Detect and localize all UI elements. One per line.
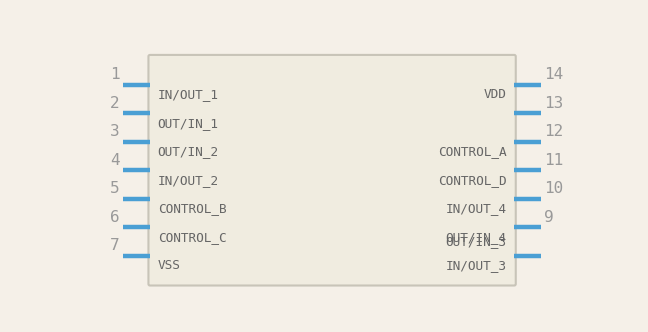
Text: 10: 10: [544, 181, 564, 196]
Text: IN/OUT_1: IN/OUT_1: [157, 88, 218, 101]
Text: IN/OUT_4: IN/OUT_4: [446, 202, 507, 215]
Text: VDD: VDD: [483, 88, 507, 101]
Text: IN/OUT_3: IN/OUT_3: [446, 259, 507, 272]
Text: 6: 6: [110, 209, 120, 225]
Text: 11: 11: [544, 153, 564, 168]
Text: OUT/IN_1: OUT/IN_1: [157, 117, 218, 130]
Text: 13: 13: [544, 96, 564, 111]
Text: 14: 14: [544, 67, 564, 82]
Text: 5: 5: [110, 181, 120, 196]
Text: OUT/IN_4: OUT/IN_4: [446, 230, 507, 244]
Text: VSS: VSS: [157, 259, 181, 272]
Text: OUT/IN_2: OUT/IN_2: [157, 145, 218, 158]
Text: CONTROL_A: CONTROL_A: [438, 145, 507, 158]
Text: CONTROL_D: CONTROL_D: [438, 174, 507, 187]
Text: 9: 9: [544, 209, 554, 225]
FancyBboxPatch shape: [148, 55, 516, 286]
Text: 3: 3: [110, 124, 120, 139]
Text: 1: 1: [110, 67, 120, 82]
Text: 4: 4: [110, 153, 120, 168]
Text: CONTROL_C: CONTROL_C: [157, 230, 226, 244]
Text: OUT/IN_3: OUT/IN_3: [446, 235, 507, 248]
Text: 2: 2: [110, 96, 120, 111]
Text: 12: 12: [544, 124, 564, 139]
Text: 7: 7: [110, 238, 120, 253]
Text: CONTROL_B: CONTROL_B: [157, 202, 226, 215]
Text: IN/OUT_2: IN/OUT_2: [157, 174, 218, 187]
